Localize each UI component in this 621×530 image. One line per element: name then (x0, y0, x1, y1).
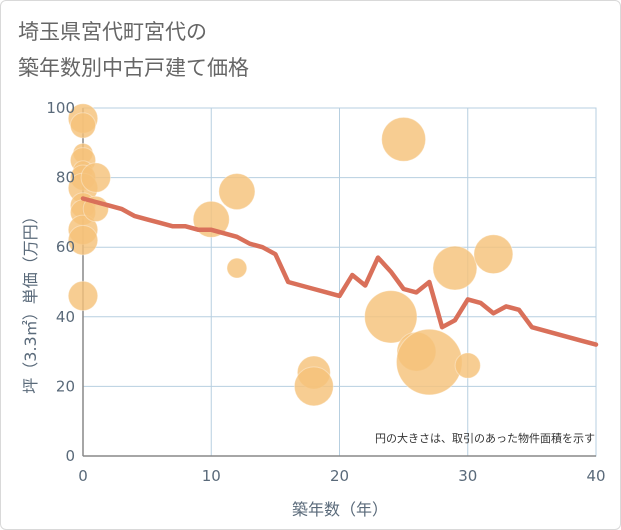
tick-labels: 0 10 20 30 40 0 20 40 60 80 100 (46, 99, 605, 485)
x-tick-label: 10 (202, 467, 221, 485)
bubble-size-note: 円の大きさは、取引のあった物件面積を示す (375, 431, 595, 445)
bubble-point (432, 245, 478, 291)
bubble-point (67, 225, 99, 256)
y-tick-label: 40 (56, 308, 75, 326)
y-tick-label: 60 (56, 238, 75, 256)
trend-line (80, 196, 599, 347)
bubble-series (67, 103, 514, 407)
y-tick-label: 100 (46, 99, 75, 117)
y-tick-label: 80 (56, 169, 75, 187)
bubble-point (381, 116, 427, 162)
grid-lines (82, 107, 597, 457)
bubble-point (364, 290, 418, 344)
bubble-point (80, 162, 112, 193)
chart-title-line-1: 埼玉県宮代町宮代の (18, 20, 207, 44)
x-tick-label: 20 (330, 467, 349, 485)
x-tick-label: 0 (78, 467, 88, 485)
y-tick-label: 20 (56, 377, 75, 395)
x-axis-label: 築年数（年） (292, 500, 388, 519)
bubble-point (395, 328, 463, 396)
chart-title: 埼玉県宮代町宮代の 築年数別中古戸建て価格 (18, 14, 249, 86)
y-tick-label: 0 (65, 447, 75, 465)
x-tick-label: 30 (458, 467, 477, 485)
bubble-point (67, 280, 99, 312)
bubble-point (69, 112, 97, 139)
chart-title-line-2: 築年数別中古戸建て価格 (18, 56, 249, 80)
bubble-point (454, 352, 481, 379)
bubble-point (293, 366, 334, 407)
bubble-point (218, 172, 256, 211)
bubble-point (226, 257, 248, 279)
y-axis-label: 坪（3.3㎡）単価（万円） (21, 208, 40, 393)
bubble-point (473, 234, 514, 275)
x-tick-label: 40 (586, 467, 605, 485)
